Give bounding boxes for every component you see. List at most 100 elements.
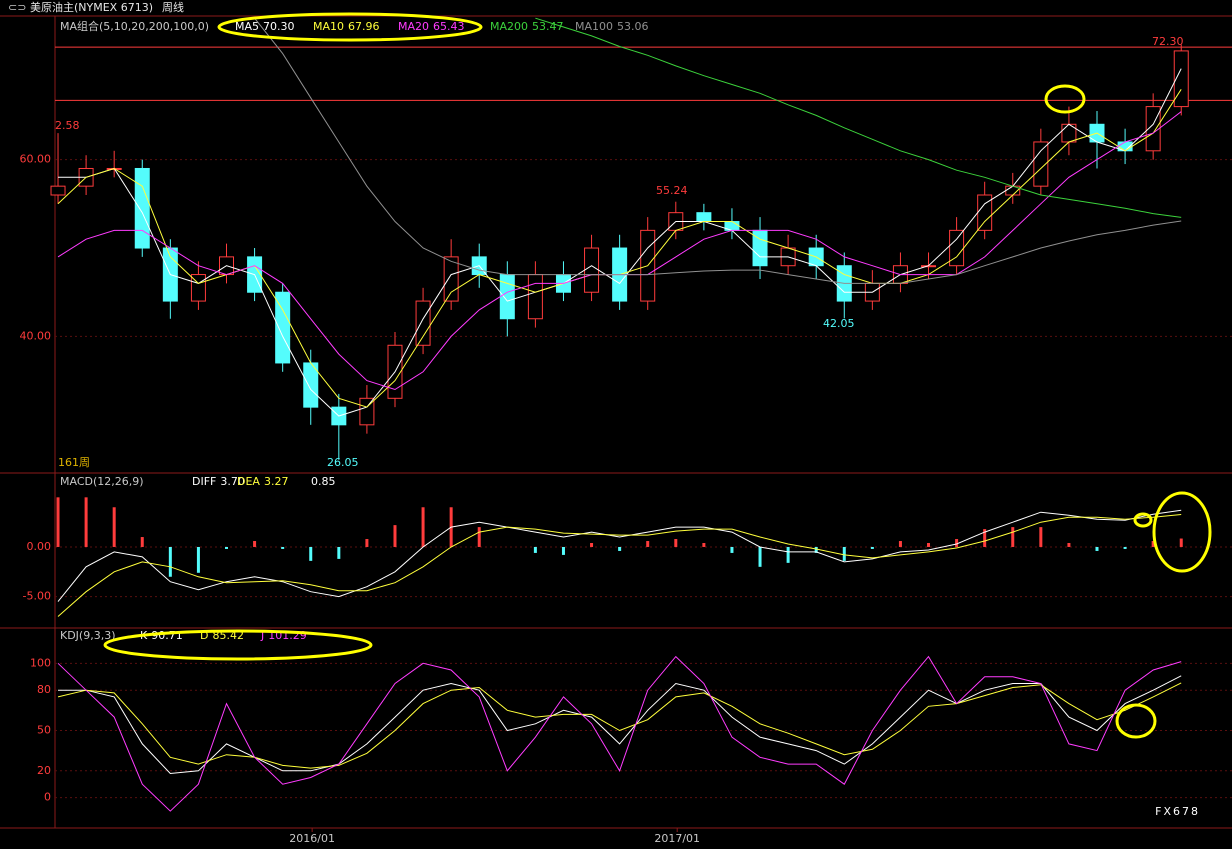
high-label: 2.58: [55, 119, 80, 132]
macd-bar: [140, 537, 144, 547]
highlight-ellipse: [1152, 491, 1212, 573]
macd-bar: [898, 541, 902, 547]
macd-bar: [1151, 541, 1155, 547]
candle-body: [443, 256, 459, 302]
legend-value: 53.06: [617, 20, 649, 33]
highlight-ellipse: [1115, 703, 1157, 739]
legend-entry: MA200 53.47: [490, 20, 564, 33]
y-tick-label: 100: [30, 656, 51, 669]
macd-bar: [646, 541, 650, 547]
legend-name: MA200: [490, 20, 528, 33]
watermark: FX678: [1155, 805, 1200, 818]
period[interactable]: 周线: [162, 0, 184, 14]
macd-bar: [477, 527, 481, 547]
macd-bar: [955, 539, 959, 547]
candle-body: [696, 212, 712, 223]
legend-value: 0.85: [311, 475, 336, 488]
macd-bar: [702, 543, 706, 547]
y-tick-label: 60.00: [20, 153, 52, 166]
macd-bar: [281, 546, 285, 549]
legend-name: MA100: [575, 20, 613, 33]
macd-bar: [786, 546, 790, 563]
legend-name: MA5: [235, 20, 259, 33]
macd-bar: [758, 546, 762, 567]
legend-name: D: [200, 629, 208, 642]
y-tick-label: 40.00: [20, 329, 52, 342]
y-tick-label: 80: [37, 683, 51, 696]
x-tick-label: 2017/01: [654, 832, 700, 845]
candle-body: [134, 167, 150, 249]
macd-bar: [533, 546, 537, 553]
macd-bar: [1067, 543, 1071, 547]
series-line: [535, 17, 1182, 218]
legend-entry: DIFF 3.70: [192, 475, 245, 488]
symbol: 美原油主(NYMEX 6713): [30, 0, 153, 14]
legend-value: 3.27: [264, 475, 289, 488]
menu-icon[interactable]: ⊂⊃: [8, 1, 26, 14]
legend-value: 65.43: [433, 20, 465, 33]
macd-bar: [590, 543, 594, 547]
candle-body: [499, 274, 515, 320]
macd-bar: [196, 546, 200, 573]
macd-bar: [618, 546, 622, 551]
high-label: 55.24: [656, 184, 688, 197]
bar-count: 161周: [58, 456, 90, 469]
macd-bar: [730, 546, 734, 553]
macd-bar: [842, 546, 846, 561]
macd-bar: [112, 507, 116, 547]
highlight-ellipse: [103, 629, 373, 661]
legend-value: 3.70: [220, 475, 245, 488]
legend-value: 67.96: [348, 20, 380, 33]
macd-bar: [393, 525, 397, 547]
candle-body: [50, 185, 66, 196]
macd-bar: [309, 546, 313, 561]
low-label: 42.05: [823, 317, 855, 330]
candle-body: [359, 397, 375, 426]
macd-bar: [421, 507, 425, 547]
y-tick-label: -5.00: [23, 590, 51, 603]
high-label: 72.30: [1152, 35, 1184, 48]
highlight-ellipse: [1133, 512, 1153, 528]
x-tick-label: 2016/01: [289, 832, 335, 845]
candle-body: [527, 274, 543, 320]
legend-name: MA10: [313, 20, 344, 33]
legend-value: 90.71: [151, 629, 183, 642]
legend-entry: MA20 65.43: [398, 20, 465, 33]
macd-bar: [1179, 538, 1183, 547]
macd-bar: [814, 546, 818, 553]
legend-entry: MA100 53.06: [575, 20, 649, 33]
y-tick-label: 0.00: [27, 540, 52, 553]
legend-name: DIFF: [192, 475, 216, 488]
y-tick-label: 20: [37, 764, 51, 777]
candle-body: [415, 300, 431, 346]
macd-bar: [225, 546, 229, 549]
macd-bar: [870, 546, 874, 549]
series-line: [254, 17, 1182, 284]
y-tick-label: 50: [37, 723, 51, 736]
series-line: [57, 682, 1182, 769]
macd-bar: [84, 497, 88, 547]
macd-bar: [56, 497, 60, 547]
low-label: 26.05: [327, 456, 359, 469]
highlight-ellipse: [217, 12, 483, 42]
series-line: [57, 514, 1182, 617]
highlight-ellipse: [1044, 84, 1086, 114]
macd-bar: [168, 546, 172, 577]
macd-bar: [927, 543, 931, 547]
candle-body: [1173, 50, 1189, 108]
pane-title: MA组合(5,10,20,200,100,0): [60, 19, 209, 33]
candle-body: [584, 247, 600, 293]
macd-bar: [1039, 527, 1043, 547]
legend-value: 53.47: [532, 20, 564, 33]
series-line: [57, 509, 1182, 602]
macd-bar: [674, 539, 678, 547]
pane-title: KDJ(9,3,3): [60, 629, 116, 642]
macd-bar: [1123, 546, 1127, 549]
macd-bar: [561, 546, 565, 555]
legend-entry: DEA 3.27: [237, 475, 288, 488]
candle-body: [275, 291, 291, 364]
macd-bar: [983, 529, 987, 547]
